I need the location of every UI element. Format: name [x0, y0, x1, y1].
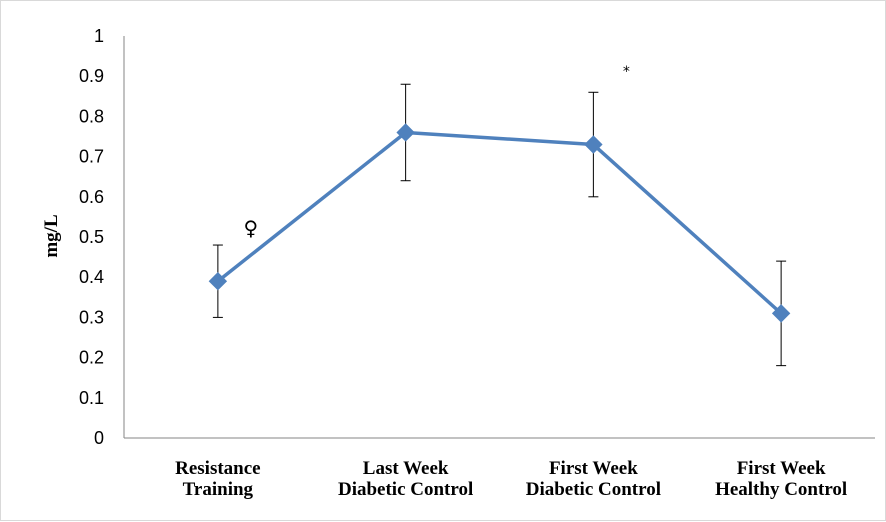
error-bars: [212, 83, 787, 367]
series-line: [216, 130, 783, 315]
x-category-label-line: Diabetic Control: [338, 479, 473, 500]
y-tick-label: 0.6: [79, 187, 104, 207]
x-category-label-line: First Week: [549, 458, 638, 479]
y-tick-label: 0.4: [79, 267, 104, 287]
x-category-label: Resistance Training: [175, 458, 260, 500]
x-category-label-line: Diabetic Control: [526, 479, 661, 500]
series-line-layer: [216, 130, 783, 315]
y-tick-label: 0.3: [79, 307, 104, 327]
y-tick-labels: 0 0.1 0.2 0.3 0.4 0.5 0.6 0.7 0.8 0.9 1: [79, 26, 104, 448]
x-category-label: First Week Diabetic Control: [526, 458, 661, 500]
significance-symbol: ♀: [244, 216, 259, 240]
x-category-label-line: First Week: [737, 458, 826, 479]
y-tick-label: 1: [94, 26, 104, 46]
data-markers: [208, 123, 791, 323]
y-axis-title: mg/L: [41, 214, 62, 257]
data-point-marker: [771, 304, 791, 323]
y-tick-label: 0: [94, 428, 104, 448]
x-category-label: Last Week Diabetic Control: [338, 458, 473, 500]
data-point-marker: [584, 135, 603, 154]
x-category-label-line: Resistance: [175, 458, 260, 479]
x-category-label-line: Training: [183, 479, 254, 500]
y-tick-label: 0.2: [79, 348, 104, 368]
x-category-label-line: Last Week: [363, 458, 449, 479]
annotations: ♀*: [244, 64, 630, 240]
data-point-marker: [208, 272, 228, 291]
data-point-marker: [396, 123, 415, 142]
y-tick-label: 0.7: [79, 147, 104, 167]
y-tick-label: 0.1: [79, 388, 104, 408]
axes-layer: [123, 36, 875, 439]
y-tick-label: 0.8: [79, 106, 104, 126]
y-tick-label: 0.5: [79, 227, 104, 247]
significance-asterisk: *: [623, 64, 630, 80]
x-category-label-line: Healthy Control: [715, 479, 847, 500]
y-tick-label: 0.9: [79, 66, 104, 86]
x-category-label: First Week Healthy Control: [715, 458, 847, 500]
